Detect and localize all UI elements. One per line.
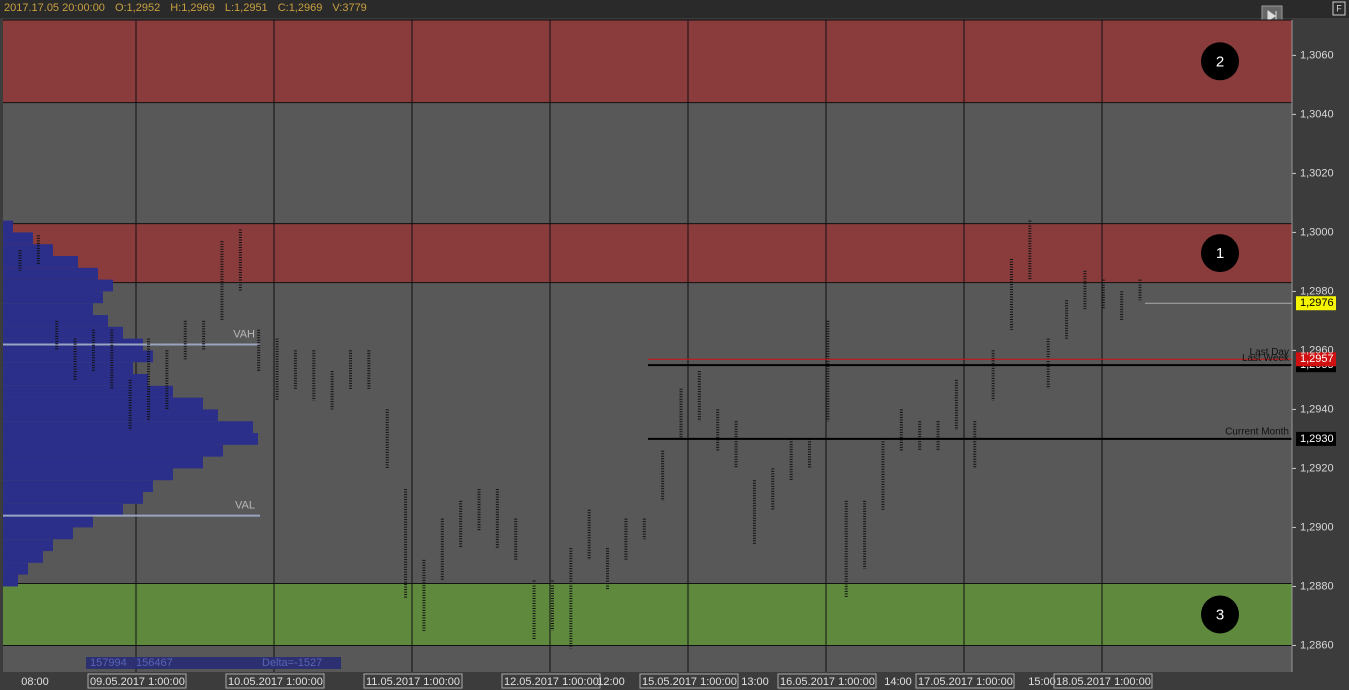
profile-bar (3, 374, 148, 386)
x-tick-label: 11.05.2017 1:00:00 (366, 676, 460, 688)
header-text: C:1,2969 (278, 2, 323, 14)
zone (3, 583, 1292, 646)
zone-badge (1201, 234, 1239, 273)
profile-bar (3, 279, 113, 292)
x-label-box (777, 673, 877, 689)
profile-bar (3, 326, 123, 339)
x-label-box (1053, 673, 1153, 689)
profile-bar (3, 291, 103, 304)
profile-bar (3, 480, 153, 493)
price-tag (1296, 296, 1336, 311)
y-tick-label: 1,3020 (1300, 167, 1334, 179)
price-tag-label: 1,2976 (1300, 297, 1334, 309)
corner-icon: F (1336, 3, 1342, 13)
profile-bar (3, 362, 133, 375)
profile-footer-box (86, 657, 341, 669)
x-tick-label: 18.05.2017 1:00:00 (1056, 676, 1151, 688)
header-text: H:1,2969 (170, 2, 215, 14)
y-tick-label: 1,2860 (1300, 639, 1334, 651)
profile-footer: Delta=-1527 (262, 657, 322, 669)
y-tick-label: 1,2980 (1300, 285, 1334, 297)
y-tick-label: 1,2940 (1300, 403, 1334, 415)
y-tick-label: 1,2880 (1300, 580, 1334, 592)
level-name: Last Week (1242, 353, 1290, 364)
profile-bar (3, 492, 143, 504)
x-tick-label: 09.05.2017 1:00:00 (90, 676, 185, 688)
x-tick-label: 13:00 (741, 676, 769, 688)
y-tick-label: 1,3040 (1300, 108, 1334, 120)
x-tick-label: 15.05.2017 1:00:00 (642, 676, 737, 688)
profile-bar (3, 551, 43, 563)
corner-button[interactable] (1332, 1, 1346, 16)
x-tick-label: 14:00 (884, 676, 912, 688)
x-tick-label: 08:00 (21, 676, 49, 688)
header-text: 2017.17.05 20:00:00 (4, 2, 105, 14)
profile-bar (3, 303, 93, 316)
zone-label: 2 (1216, 53, 1224, 70)
y-tick-label: 1,2920 (1300, 462, 1334, 474)
x-tick-label: 12:00 (597, 676, 625, 688)
x-tick-label: 16.05.2017 1:00:00 (780, 676, 875, 688)
x-label-box (915, 673, 1015, 689)
profile-bar (3, 232, 33, 245)
y-tick-label: 1,3000 (1300, 226, 1334, 238)
x-label-box (87, 673, 187, 689)
profile-bar (3, 267, 98, 280)
price-tag-label: 1,2957 (1300, 353, 1334, 365)
y-tick-label: 1,3060 (1300, 49, 1334, 61)
profile-bar (3, 527, 73, 540)
header-text: V:3779 (332, 2, 366, 14)
x-tick-label: 10.05.2017 1:00:00 (228, 676, 323, 688)
zone (3, 223, 1292, 283)
profile-bar (3, 562, 28, 575)
profile-bar (3, 244, 53, 257)
profile-bar (3, 433, 258, 445)
plot-area (3, 20, 1292, 672)
profile-bar (3, 409, 218, 422)
profile-bar (3, 456, 203, 469)
zone-badge (1201, 595, 1239, 634)
profile-bar (3, 350, 153, 363)
profile-bar (3, 220, 13, 233)
header-bar (0, 0, 1349, 18)
x-label-box (501, 673, 601, 689)
y-tick-label: 1,2960 (1300, 344, 1334, 356)
profile-bar (3, 385, 173, 398)
zone-label: 3 (1216, 606, 1224, 623)
x-tick-label: 17.05.2017 1:00:00 (918, 676, 1013, 688)
profile-bar (3, 468, 173, 481)
profile-bar (3, 539, 53, 552)
level-name: Last Day (1250, 347, 1289, 358)
scroll-icon (1267, 10, 1277, 22)
profile-bar (3, 397, 203, 410)
vah-label: VAH (233, 328, 255, 340)
price-tag (1296, 352, 1336, 367)
level-name: Current Month (1225, 427, 1289, 438)
header-text: L:1,2951 (225, 2, 268, 14)
profile-bar (3, 256, 78, 268)
profile-bar (3, 444, 223, 457)
x-label-box (225, 673, 325, 689)
val-label: VAL (235, 500, 255, 512)
x-label-box (363, 673, 463, 689)
y-tick-label: 1,2900 (1300, 521, 1334, 533)
profile-footer: 156467 (136, 657, 173, 669)
price-tag (1296, 431, 1336, 446)
x-label-box (639, 673, 739, 689)
x-tick-label: 15:00 (1028, 676, 1056, 688)
zone-badge (1201, 42, 1239, 81)
profile-bar (3, 515, 93, 528)
header-text: O:1,2952 (115, 2, 160, 14)
profile-bar (3, 574, 18, 587)
price-tag-label: 1,2930 (1300, 433, 1334, 445)
zone-label: 1 (1216, 245, 1224, 262)
profile-footer: 157994 (90, 657, 127, 669)
profile-bar (3, 421, 253, 434)
profile-bar (3, 503, 123, 516)
zone (3, 20, 1292, 103)
x-tick-label: 12.05.2017 1:00:00 (504, 676, 599, 688)
